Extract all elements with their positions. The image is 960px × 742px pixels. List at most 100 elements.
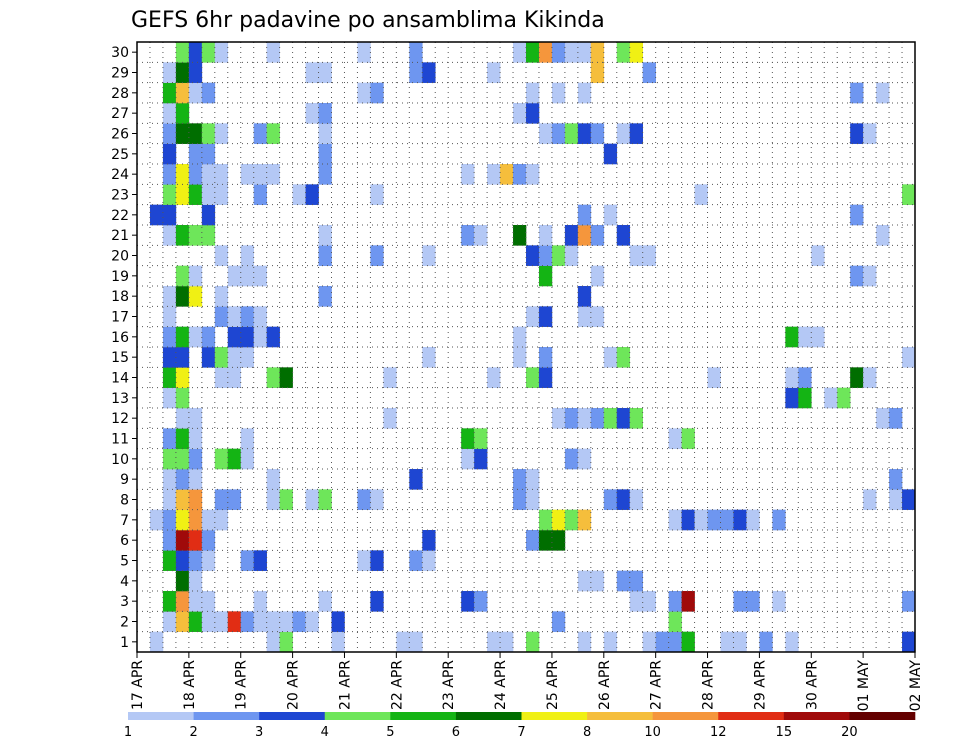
heatmap-cell <box>409 631 423 653</box>
colorbar-label: 1 <box>124 725 132 740</box>
y-tick-label: 16 <box>111 330 129 346</box>
heatmap-cell <box>253 164 267 185</box>
colorbar-label: 10 <box>644 725 661 740</box>
y-tick-label: 29 <box>111 66 129 82</box>
heatmap-cell <box>513 489 527 510</box>
y-tick-label: 11 <box>111 432 129 448</box>
heatmap-cell <box>162 103 177 124</box>
heatmap-cell <box>318 62 332 83</box>
x-tick-label: 24 APR <box>493 660 509 710</box>
heatmap-cell <box>253 611 267 632</box>
heatmap-cell <box>889 408 903 429</box>
heatmap-cell <box>850 367 864 388</box>
heatmap-cell <box>188 448 203 470</box>
heatmap-cell <box>655 631 669 653</box>
heatmap-cell <box>538 225 553 246</box>
heatmap-cell <box>629 408 643 429</box>
heatmap-cell <box>538 123 553 144</box>
y-tick-label: 24 <box>111 167 129 183</box>
heatmap-cell <box>616 42 631 63</box>
heatmap-cell <box>564 225 579 246</box>
heatmap-cell <box>240 448 254 470</box>
heatmap-cell <box>629 245 643 266</box>
heatmap-cell <box>175 82 190 104</box>
heatmap-cell <box>837 387 851 409</box>
heatmap-cell <box>266 469 280 490</box>
heatmap-cell <box>162 347 177 368</box>
heatmap-cell <box>603 347 618 368</box>
heatmap-cell <box>188 591 203 612</box>
colorbar-segment <box>783 712 850 720</box>
heatmap-cell <box>201 509 216 531</box>
heatmap-cell <box>175 550 190 571</box>
heatmap-cell <box>785 367 799 388</box>
heatmap-cell <box>266 164 280 185</box>
heatmap-cell <box>266 631 280 653</box>
x-tick-label: 17 APR <box>130 660 146 710</box>
heatmap-cell <box>513 103 527 124</box>
y-tick-label: 5 <box>120 554 129 570</box>
heatmap-cell <box>253 550 267 571</box>
heatmap-cell <box>590 408 605 429</box>
heatmap-cell <box>188 265 203 287</box>
heatmap-cell <box>811 245 825 266</box>
y-tick-label: 27 <box>111 106 129 122</box>
heatmap-cell <box>526 82 540 104</box>
heatmap-cell <box>188 42 203 63</box>
heatmap-cell <box>318 123 332 144</box>
heatmap-cell <box>577 204 592 226</box>
y-tick-label: 18 <box>111 289 129 305</box>
heatmap-cell <box>526 164 540 185</box>
heatmap-cell <box>162 489 177 510</box>
heatmap-cell <box>370 550 384 571</box>
heatmap-cell <box>162 143 177 165</box>
heatmap-cell <box>422 245 436 266</box>
heatmap-cell <box>409 469 423 490</box>
heatmap-cell <box>863 123 877 144</box>
y-tick-label: 9 <box>120 472 129 488</box>
heatmap-cell <box>616 123 631 144</box>
y-axis: 1234567891011121314151617181920212223242… <box>111 45 137 651</box>
heatmap-cell <box>629 570 643 592</box>
heatmap-cell <box>162 62 177 83</box>
heatmap-cell <box>577 448 592 470</box>
colorbar-segment <box>587 712 653 720</box>
heatmap-cell <box>162 611 177 632</box>
heatmap-cell <box>214 184 229 205</box>
heatmap-cell <box>162 123 177 144</box>
y-tick-label: 15 <box>111 350 129 366</box>
heatmap-cell <box>357 489 371 510</box>
heatmap-cell <box>188 123 203 144</box>
y-tick-label: 22 <box>111 208 129 224</box>
heatmap-cell <box>551 408 566 429</box>
colorbar-segment <box>193 712 260 720</box>
heatmap-cell <box>370 591 384 612</box>
heatmap-cell <box>603 204 618 226</box>
heatmap-cell <box>162 530 177 551</box>
heatmap-cell <box>876 82 890 104</box>
heatmap-cell <box>162 306 177 327</box>
heatmap-cell <box>850 123 864 144</box>
heatmap-cell <box>370 184 384 205</box>
heatmap-cell <box>175 489 190 510</box>
heatmap-cell <box>162 326 177 348</box>
heatmap-cell <box>487 631 501 653</box>
heatmap-cell <box>279 367 293 388</box>
heatmap-cell <box>162 184 177 205</box>
heatmap-cell <box>824 387 838 409</box>
heatmap-cell <box>188 509 203 531</box>
heatmap-cell <box>149 631 164 653</box>
heatmap-cell <box>162 387 177 409</box>
heatmap-cell <box>175 591 190 612</box>
heatmap-cell <box>474 428 488 449</box>
heatmap-cell <box>292 611 306 632</box>
heatmap-cell <box>266 123 280 144</box>
heatmap-cell <box>266 42 280 63</box>
heatmap-cell <box>616 408 631 429</box>
heatmap-cell <box>538 306 553 327</box>
colorbar-segment <box>259 712 326 720</box>
heatmap-cell <box>590 225 605 246</box>
heatmap-cell <box>175 611 190 632</box>
heatmap-cell <box>383 367 397 388</box>
